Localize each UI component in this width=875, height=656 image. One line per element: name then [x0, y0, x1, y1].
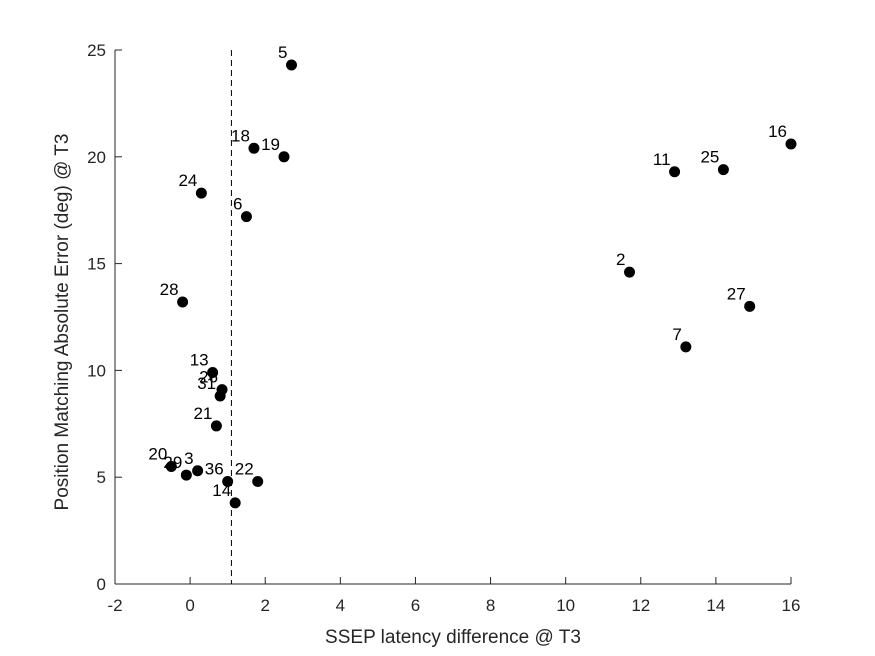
y-axis-label: Position Matching Absolute Error (deg) @… — [52, 134, 73, 511]
point-label: 19 — [261, 135, 280, 154]
data-points — [165, 59, 797, 509]
data-point — [214, 390, 226, 402]
x-ticks: -2 0 2 4 6 8 10 12 14 16 — [107, 577, 800, 615]
x-tick-label: 14 — [706, 596, 725, 615]
data-point — [207, 367, 219, 379]
point-label: 7 — [672, 325, 681, 344]
point-label: 28 — [160, 280, 179, 299]
data-point — [222, 475, 234, 487]
x-tick-label: 2 — [260, 596, 269, 615]
data-point — [180, 469, 192, 481]
point-label: 29 — [163, 453, 182, 472]
point-label: 2 — [616, 250, 625, 269]
point-label: 3 — [184, 449, 193, 468]
y-tick-label: 0 — [97, 575, 106, 594]
y-tick-label: 10 — [87, 361, 106, 380]
point-label: 25 — [700, 148, 719, 167]
data-point — [229, 497, 241, 509]
y-tick-label: 20 — [87, 148, 106, 167]
point-label: 36 — [205, 459, 224, 478]
x-tick-label: 12 — [631, 596, 650, 615]
x-tick-label: 4 — [336, 596, 345, 615]
point-label: 18 — [231, 126, 250, 145]
point-label: 5 — [278, 43, 287, 62]
x-tick-label: 6 — [411, 596, 420, 615]
data-point — [286, 59, 298, 71]
data-point — [210, 420, 222, 432]
data-point — [669, 166, 681, 178]
point-label: 16 — [768, 122, 787, 141]
y-tick-label: 25 — [87, 41, 106, 60]
data-point — [278, 151, 290, 163]
x-axis-label: SSEP latency difference @ T3 — [325, 627, 581, 648]
x-tick-label: 8 — [486, 596, 495, 615]
point-label: 31 — [197, 374, 216, 393]
data-point — [248, 142, 260, 154]
point-label: 14 — [212, 481, 231, 500]
point-label: 26 — [199, 368, 218, 387]
y-tick-label: 15 — [87, 255, 106, 274]
point-label: 11 — [653, 150, 671, 169]
data-point — [744, 300, 756, 312]
point-label: 21 — [193, 404, 212, 423]
x-tick-label: 16 — [782, 596, 801, 615]
data-point — [165, 461, 177, 473]
data-point — [624, 266, 636, 278]
data-point — [177, 296, 189, 308]
data-point — [240, 211, 252, 223]
y-tick-label: 5 — [97, 468, 106, 487]
data-point — [717, 164, 729, 176]
x-tick-label: 0 — [185, 596, 194, 615]
point-label: 22 — [235, 459, 254, 478]
data-point — [680, 341, 692, 353]
data-point — [785, 138, 797, 150]
x-tick-label: -2 — [107, 596, 122, 615]
data-point — [195, 187, 207, 199]
point-label: 24 — [178, 171, 197, 190]
x-tick-label: 10 — [556, 596, 575, 615]
point-label: 13 — [190, 351, 209, 370]
point-label: 20 — [148, 445, 167, 464]
data-point — [252, 475, 264, 487]
point-label: 6 — [233, 195, 242, 214]
y-ticks: 0 5 10 15 20 25 — [87, 41, 122, 594]
data-point — [192, 465, 204, 477]
point-label: 27 — [727, 284, 746, 303]
